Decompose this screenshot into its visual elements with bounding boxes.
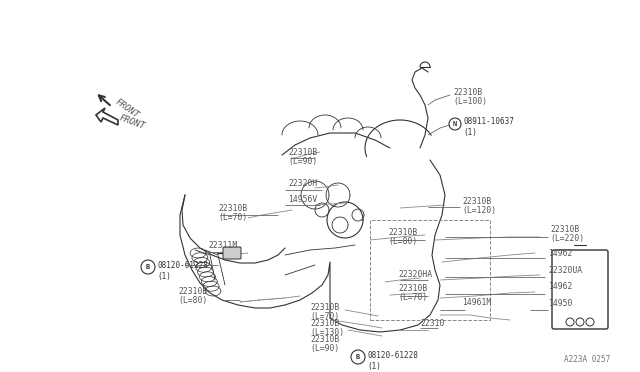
Text: (L=90): (L=90): [288, 157, 317, 166]
Bar: [370, 220, 490, 320]
Text: 22320HA: 22320HA: [398, 270, 432, 279]
Text: 22310B: 22310B: [453, 88, 483, 97]
Text: (L=90): (L=90): [310, 344, 339, 353]
Text: (1): (1): [367, 362, 381, 371]
Circle shape: [576, 318, 584, 326]
Text: 14961M: 14961M: [462, 298, 492, 307]
Text: B: B: [146, 264, 150, 270]
Text: (L=100): (L=100): [453, 97, 487, 106]
Circle shape: [566, 318, 574, 326]
Text: (1): (1): [157, 272, 171, 280]
Text: (L=70): (L=70): [310, 312, 339, 321]
Text: (L=80): (L=80): [178, 296, 207, 305]
Text: 22310B: 22310B: [310, 303, 339, 312]
Text: 22310B: 22310B: [310, 319, 339, 328]
Text: 22311M: 22311M: [208, 241, 237, 250]
Text: 14950: 14950: [548, 299, 572, 308]
Text: 22310: 22310: [420, 319, 444, 328]
Text: A223A 0257: A223A 0257: [564, 355, 610, 364]
Text: (L=70): (L=70): [218, 213, 247, 222]
Text: (L=220): (L=220): [550, 234, 584, 243]
Text: 22310B: 22310B: [388, 228, 417, 237]
Circle shape: [586, 318, 594, 326]
Text: 14962: 14962: [548, 282, 572, 291]
Text: 08120-61228: 08120-61228: [157, 260, 208, 269]
Text: 22310B: 22310B: [550, 225, 579, 234]
FancyBboxPatch shape: [223, 247, 241, 259]
Text: 14956V: 14956V: [288, 195, 317, 204]
Text: (1): (1): [463, 128, 477, 137]
Text: 14962: 14962: [548, 249, 572, 258]
Text: 08911-10637: 08911-10637: [463, 118, 514, 126]
Text: 22310B: 22310B: [218, 204, 247, 213]
Text: (L=70): (L=70): [398, 293, 428, 302]
Text: 22310B: 22310B: [462, 197, 492, 206]
Circle shape: [351, 350, 365, 364]
Text: (L=80): (L=80): [388, 237, 417, 246]
Text: 22310B: 22310B: [178, 287, 207, 296]
Circle shape: [141, 260, 155, 274]
FancyBboxPatch shape: [552, 250, 608, 329]
Text: 22320UA: 22320UA: [548, 266, 582, 275]
Polygon shape: [96, 108, 118, 125]
Text: FRONT: FRONT: [113, 97, 140, 121]
Circle shape: [449, 118, 461, 130]
Text: 08120-61228: 08120-61228: [367, 350, 418, 359]
Text: (L=120): (L=120): [462, 206, 496, 215]
Text: 22320H: 22320H: [288, 179, 317, 188]
Text: N: N: [453, 121, 457, 127]
Text: 22310B: 22310B: [310, 335, 339, 344]
Text: 22310B: 22310B: [288, 148, 317, 157]
Text: FRONT: FRONT: [118, 113, 147, 131]
Text: (L=130): (L=130): [310, 328, 344, 337]
Text: 22310B: 22310B: [398, 284, 428, 293]
Text: B: B: [356, 354, 360, 360]
